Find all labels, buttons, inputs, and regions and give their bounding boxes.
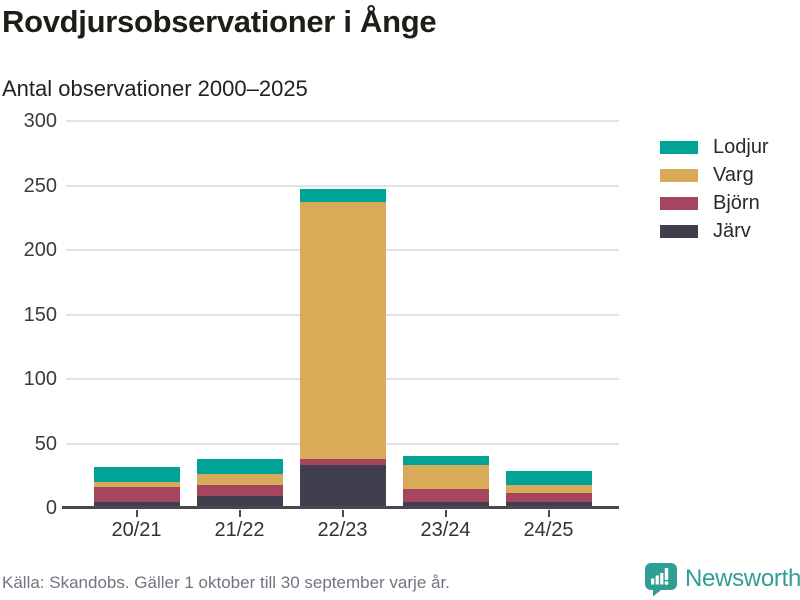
bar-segment-järv-22-23 <box>299 465 386 508</box>
plot-area: 20/21 21/22 22/23 23/24 24/25 <box>62 120 619 541</box>
bar-segment-björn-20-21 <box>93 487 180 502</box>
bar-segment-lodjur-23-24 <box>402 456 489 466</box>
legend-swatch-björn <box>660 197 698 210</box>
newsworthy-logo[interactable]: Newsworthy <box>644 562 800 596</box>
gridline-250 <box>66 184 619 187</box>
bar-segment-järv-24-25 <box>505 501 592 508</box>
bar-22-23: 22/23 <box>299 121 386 541</box>
legend-label-varg: Varg <box>713 164 754 186</box>
chart-subtitle: Antal observationer 2000–2025 <box>2 76 308 101</box>
x-tick-label-24-25: 24/25 <box>523 519 574 541</box>
gridline-300 <box>66 120 619 122</box>
y-tick-label-50: 50 <box>34 432 57 455</box>
x-tick-22-23 <box>341 510 344 517</box>
bar-23-24: 23/24 <box>402 121 489 541</box>
bar-segment-lodjur-24-25 <box>505 470 592 485</box>
legend-label-björn: Björn <box>713 192 760 214</box>
bar-segment-varg-23-24 <box>402 465 489 489</box>
legend-swatch-järv <box>660 225 698 238</box>
y-tick-label-100: 100 <box>23 368 57 390</box>
bar-segment-järv-20-21 <box>93 501 180 508</box>
x-tick-23-24 <box>444 510 447 517</box>
brand-name: Newsworthy <box>685 565 800 592</box>
bar-segment-björn-21-22 <box>196 484 283 497</box>
bar-24-25: 24/25 <box>505 121 592 541</box>
x-tick-label-20-21: 20/21 <box>111 519 162 541</box>
bar-20-21: 20/21 <box>93 121 180 541</box>
bar-segment-björn-23-24 <box>402 488 489 502</box>
x-tick-label-23-24: 23/24 <box>420 519 471 541</box>
y-tick-label-150: 150 <box>23 303 57 326</box>
x-axis-line <box>62 506 619 509</box>
bar-segment-lodjur-21-22 <box>196 459 283 475</box>
legend-item-varg: Varg <box>660 164 769 186</box>
y-tick-label-300: 300 <box>23 110 57 132</box>
source-note: Källa: Skandobs. Gäller 1 oktober till 3… <box>2 573 450 592</box>
bar-segment-varg-21-22 <box>196 474 283 485</box>
bar-chart-speech-bubble-icon <box>645 563 677 596</box>
y-tick-label-250: 250 <box>23 174 57 197</box>
legend-item-järv: Järv <box>660 220 769 242</box>
bar-segment-varg-24-25 <box>505 484 592 493</box>
legend-label-järv: Järv <box>713 220 751 242</box>
y-tick-label-0: 0 <box>45 497 57 519</box>
bar-segment-björn-22-23 <box>299 459 386 466</box>
chart-legend: Lodjur Varg Björn Järv <box>660 136 769 242</box>
legend-item-björn: Björn <box>660 192 769 214</box>
legend-item-lodjur: Lodjur <box>660 136 769 158</box>
legend-swatch-lodjur <box>660 141 698 154</box>
y-axis-labels: 0 50 100 150 200 250 300 <box>0 110 57 519</box>
bar-segment-järv-21-22 <box>196 496 283 508</box>
bar-segment-lodjur-20-21 <box>93 466 180 483</box>
bar-segment-björn-24-25 <box>505 492 592 502</box>
bar-segment-lodjur-22-23 <box>299 189 386 203</box>
legend-label-lodjur: Lodjur <box>713 136 769 158</box>
legend-swatch-varg <box>660 169 698 182</box>
bar-group: 20/21 21/22 22/23 23/24 24/25 <box>66 121 619 541</box>
y-tick-label-200: 200 <box>23 239 57 261</box>
x-tick-label-22-23: 22/23 <box>317 519 368 541</box>
x-tick-24-25 <box>547 510 550 517</box>
x-tick-21-22 <box>238 510 241 517</box>
bar-segment-järv-23-24 <box>402 501 489 508</box>
chart-title: Rovdjursobservationer i Ånge <box>2 4 437 39</box>
bar-segment-varg-20-21 <box>93 482 180 488</box>
bar-segment-varg-22-23 <box>299 202 386 459</box>
x-tick-20-21 <box>135 510 138 517</box>
bar-21-22: 21/22 <box>196 121 283 541</box>
x-tick-label-21-22: 21/22 <box>214 519 265 541</box>
